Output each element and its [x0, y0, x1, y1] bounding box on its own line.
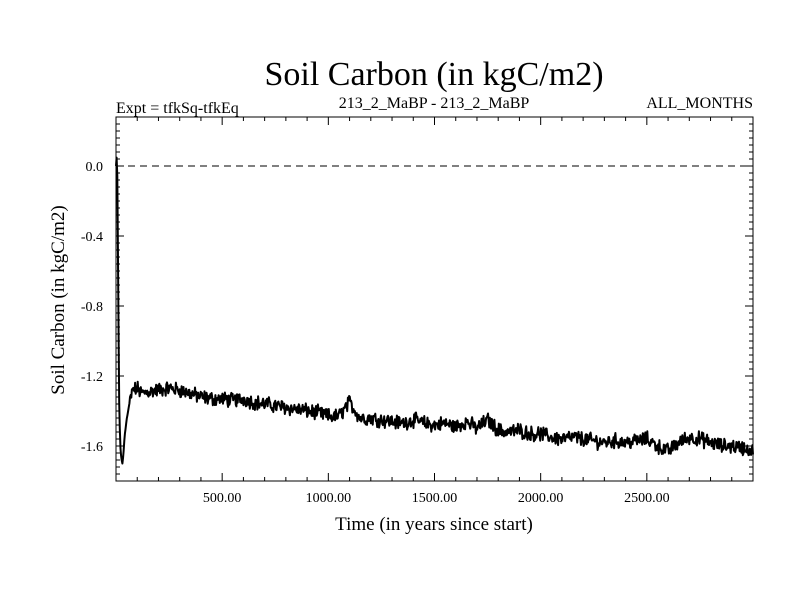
chart-subtitle-left: Expt = tfkSq-tfkEq	[116, 100, 239, 117]
chart-subtitle-right: ALL_MONTHS	[646, 95, 753, 112]
y-tick-label: 0.0	[86, 160, 104, 175]
x-tick-label: 1000.00	[306, 491, 352, 506]
chart-title: Soil Carbon (in kgC/m2)	[264, 56, 603, 93]
x-tick-label: 2000.00	[518, 491, 564, 506]
series-line-soil-carbon	[115, 156, 754, 465]
x-tick-label: 500.00	[203, 491, 242, 506]
y-tick-label: -1.6	[81, 440, 103, 455]
x-axis-label: Time (in years since start)	[335, 514, 533, 535]
x-tick-label: 1500.00	[412, 491, 458, 506]
x-tick-label: 2500.00	[624, 491, 670, 506]
chart-subtitle-center: 213_2_MaBP - 213_2_MaBP	[339, 95, 530, 112]
y-tick-label: -1.2	[81, 370, 103, 385]
y-axis-label: Soil Carbon (in kgC/m2)	[48, 205, 69, 394]
tick-labels: 500.00 1000.00 1500.00 2000.00 2500.00 0.0 -0.…	[81, 160, 670, 506]
y-tick-label: -0.8	[81, 300, 103, 315]
y-tick-label: -0.4	[81, 230, 103, 245]
